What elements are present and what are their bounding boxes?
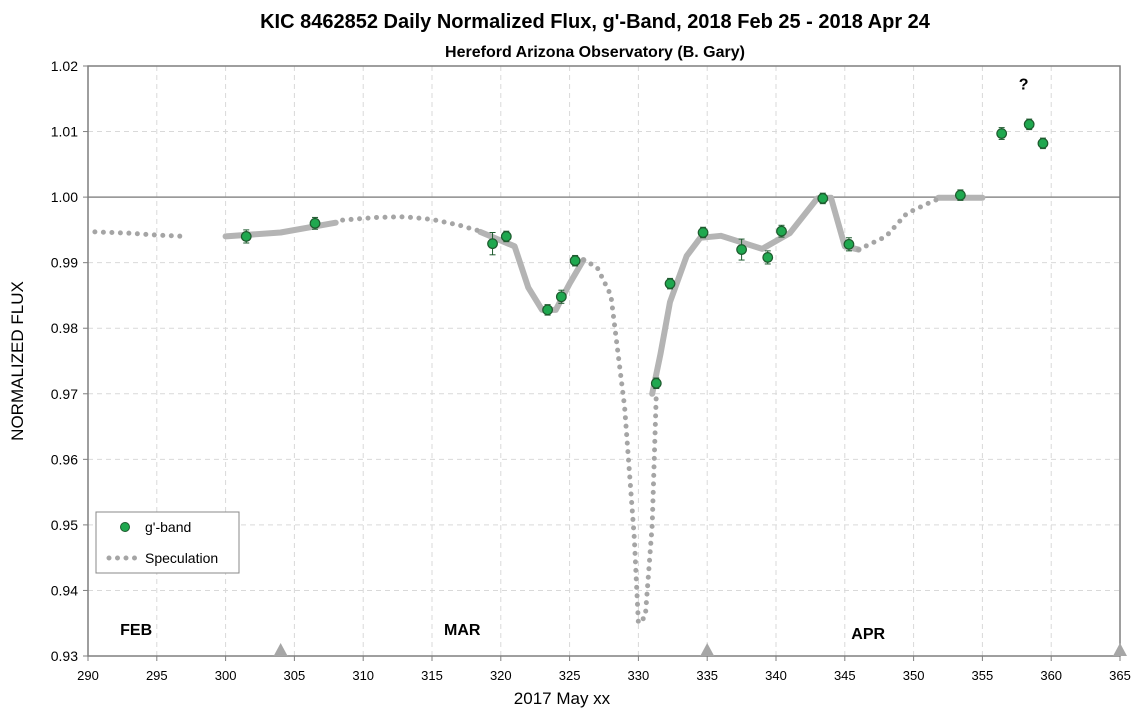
y-tick-label: 0.93 <box>51 648 78 664</box>
data-points-layer <box>240 118 1049 390</box>
data-point-4 <box>542 304 553 316</box>
data-point-8 <box>664 277 676 290</box>
x-tick-label: 330 <box>628 668 650 683</box>
speculation-line-segment <box>92 229 187 239</box>
data-point-10 <box>736 238 747 261</box>
y-tick-label: 0.98 <box>51 320 78 336</box>
data-point-18 <box>1037 137 1049 150</box>
month-label-feb: FEB <box>120 622 152 639</box>
chart-title: KIC 8462852 Daily Normalized Flux, g'-Ba… <box>260 11 931 33</box>
x-axis-label: 2017 May xx <box>514 689 611 708</box>
data-point-marker <box>776 225 787 237</box>
y-tick-label: 0.97 <box>51 386 78 402</box>
data-point-marker <box>762 252 774 263</box>
data-point-marker <box>843 238 855 250</box>
speculation-line-segment <box>340 214 483 234</box>
fit-line-layer <box>222 194 986 397</box>
data-point-marker <box>569 255 581 267</box>
data-point-marker <box>1023 118 1035 130</box>
x-tick-label: 335 <box>696 668 718 683</box>
x-tick-label: 365 <box>1109 668 1131 683</box>
x-tick-label: 325 <box>559 668 581 683</box>
data-point-marker <box>500 231 512 242</box>
data-point-3 <box>500 230 512 243</box>
y-tick-label: 1.00 <box>51 189 78 205</box>
y-tick-label: 0.99 <box>51 255 78 271</box>
data-point-marker <box>555 291 567 303</box>
month-label-mar: MAR <box>444 622 481 639</box>
x-tick-label: 305 <box>284 668 306 683</box>
axis-ticks: 290 295 300 305 310 315 320 325 330 335 340 345 350 3… <box>51 58 1131 683</box>
data-point-marker <box>240 231 252 242</box>
data-point-marker <box>650 377 662 389</box>
month-label-apr: APR <box>851 626 885 643</box>
data-point-marker <box>996 128 1008 139</box>
x-tick-label: 310 <box>352 668 374 683</box>
x-tick-label: 360 <box>1040 668 1062 683</box>
x-tick-label: 320 <box>490 668 512 683</box>
data-point-2 <box>487 232 498 256</box>
legend: g'-band Speculation <box>95 511 240 574</box>
data-point-marker <box>487 238 498 250</box>
data-point-11 <box>762 250 774 265</box>
x-tick-label: 315 <box>421 668 443 683</box>
y-tick-label: 0.95 <box>51 517 78 533</box>
grid-lines <box>88 66 1120 656</box>
y-tick-label: 1.01 <box>51 124 78 140</box>
x-tick-label: 300 <box>215 668 237 683</box>
plot-area-frame <box>87 65 1121 657</box>
y-tick-label: 1.02 <box>51 58 78 74</box>
data-point-1 <box>309 216 321 230</box>
data-point-marker <box>542 304 553 316</box>
data-point-15 <box>954 189 966 201</box>
data-point-0 <box>240 229 252 244</box>
y-axis-label: NORMALIZED FLUX <box>8 281 27 441</box>
legend-marker-gband <box>120 522 130 532</box>
data-point-marker <box>664 278 676 290</box>
legend-label-speculation: Speculation <box>145 550 218 566</box>
question-mark-annotation: ? <box>1019 77 1029 94</box>
data-point-5 <box>555 289 567 304</box>
data-point-6 <box>569 254 581 267</box>
data-point-marker <box>1037 137 1049 149</box>
data-point-marker <box>736 244 747 255</box>
data-point-13 <box>817 192 829 205</box>
data-point-17 <box>1023 118 1035 131</box>
chart-subtitle: Hereford Arizona Observatory (B. Gary) <box>445 44 745 61</box>
y-tick-label: 0.94 <box>51 582 78 598</box>
data-point-7 <box>650 377 662 390</box>
annotation-layer: FEB MAR APR? <box>120 77 1028 643</box>
legend-label-gband: g'-band <box>145 519 191 535</box>
speculation-layer <box>92 195 944 629</box>
fit-line-segment <box>649 194 862 397</box>
speculation-line-segment <box>856 195 944 253</box>
data-point-16 <box>996 127 1008 140</box>
fit-line-segment <box>477 228 587 313</box>
data-point-14 <box>843 237 855 252</box>
x-tick-label: 350 <box>903 668 925 683</box>
data-point-marker <box>697 227 709 238</box>
y-tick-label: 0.96 <box>51 451 78 467</box>
data-point-marker <box>817 193 829 204</box>
data-point-9 <box>697 226 709 239</box>
data-point-marker <box>954 189 966 201</box>
x-tick-label: 295 <box>146 668 168 683</box>
x-tick-label: 340 <box>765 668 787 683</box>
data-point-12 <box>776 224 787 238</box>
x-tick-label: 345 <box>834 668 856 683</box>
month-marker-layer <box>273 643 1127 656</box>
legend-box <box>95 511 240 574</box>
month-boundary-marker <box>1113 643 1127 656</box>
month-boundary-marker <box>273 643 288 656</box>
data-point-marker <box>309 217 321 229</box>
x-tick-label: 355 <box>972 668 994 683</box>
speculation-line-segment <box>580 257 659 629</box>
x-tick-label: 290 <box>77 668 99 683</box>
month-boundary-marker <box>700 643 715 656</box>
